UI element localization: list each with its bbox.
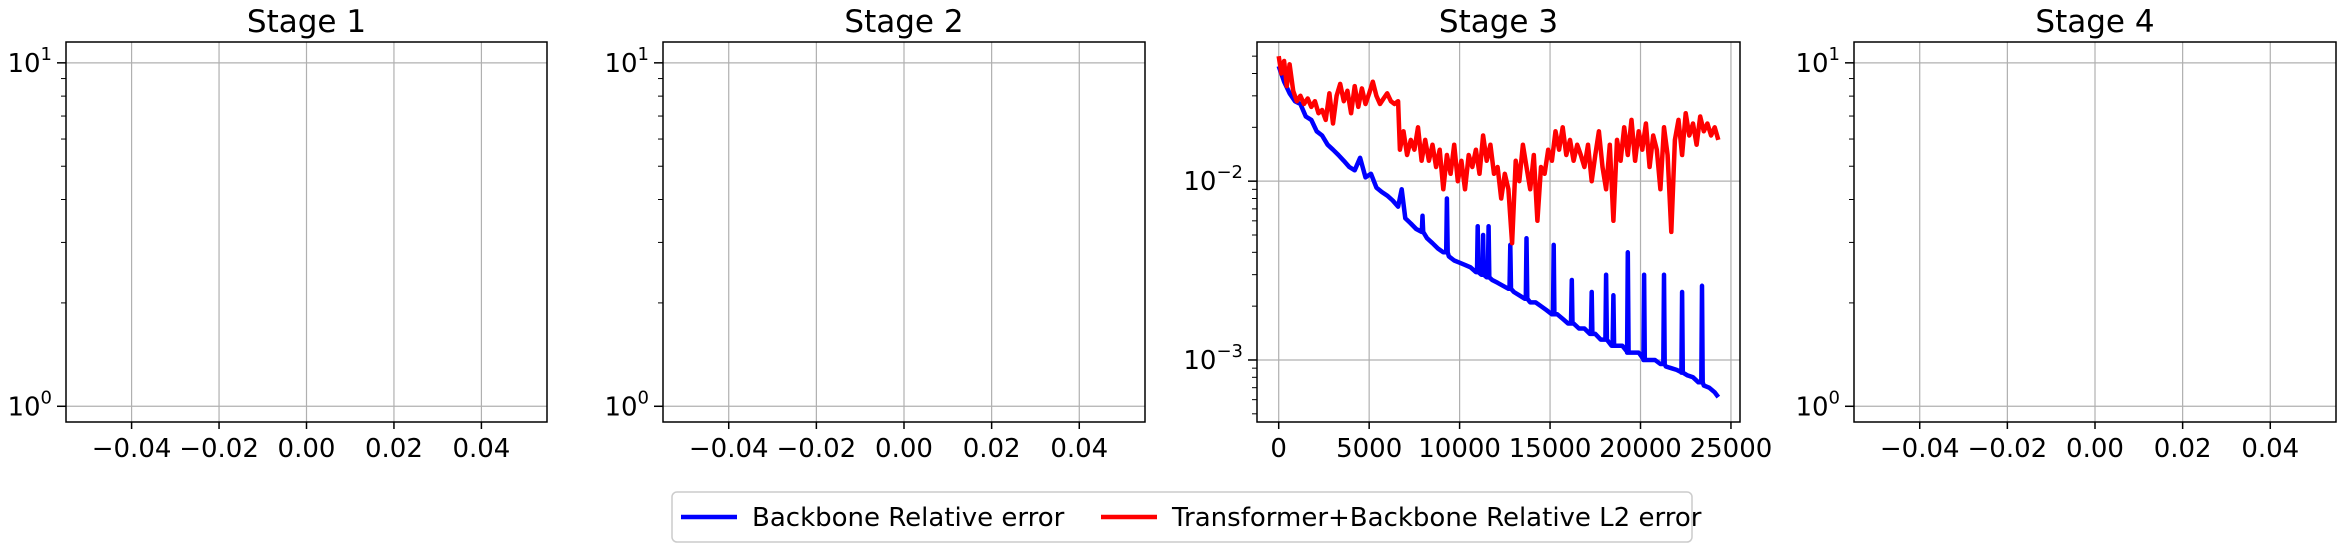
legend-box — [671, 491, 1693, 543]
chart-panel-4: −0.04 −0.02 0.00 0.02 0.04 100 101 Stage 4 — [1795, 4, 2337, 464]
x-tick-label: 0.00 — [278, 434, 336, 464]
x-tick-label: −0.02 — [1968, 434, 2048, 464]
legend-label: Backbone Relative error — [752, 503, 1065, 533]
series-line-backbone — [1276, 65, 1721, 399]
legend: Backbone Relative error Transformer+Backb… — [671, 491, 1702, 543]
x-tick-label: 0.02 — [963, 434, 1021, 464]
chart-title: Stage 1 — [247, 4, 366, 40]
chart-title: Stage 4 — [2035, 4, 2154, 40]
x-tick-label: −0.04 — [689, 434, 769, 464]
y-tick-label: 100 — [604, 387, 649, 422]
chart-title: Stage 2 — [844, 4, 963, 40]
x-tick-label: −0.04 — [1880, 434, 1960, 464]
x-tick-label: 0.04 — [452, 434, 510, 464]
x-tick-label: 25000 — [1690, 434, 1773, 464]
x-tick-label: 5000 — [1336, 434, 1402, 464]
y-tick-label: 101 — [1795, 44, 1840, 79]
x-tick-label: 0.02 — [2154, 434, 2212, 464]
x-tick-label: 0.04 — [2241, 434, 2299, 464]
x-tick-label: −0.02 — [179, 434, 259, 464]
y-tick-label: 101 — [604, 44, 649, 79]
x-tick-label: 0 — [1270, 434, 1287, 464]
y-tick-label: 10−3 — [1183, 341, 1243, 376]
chart-title: Stage 3 — [1439, 4, 1558, 40]
x-tick-label: 0.02 — [365, 434, 423, 464]
legend-label: Transformer+Backbone Relative L2 error — [1171, 503, 1702, 533]
chart-panel-1: −0.04 −0.02 0.00 0.02 0.04 100 101 Stage 1 — [7, 4, 548, 464]
x-tick-label: −0.04 — [92, 434, 172, 464]
y-tick-label: 100 — [1795, 387, 1840, 422]
series-line-transformer-backbone — [1276, 55, 1721, 246]
y-tick-label: 10−2 — [1183, 162, 1243, 197]
y-tick-label: 101 — [7, 44, 52, 79]
chart-panel-3: 0 5000 10000 15000 20000 25000 10−3 10−2 Stage 3 — [1183, 4, 1772, 464]
x-tick-label: 0.00 — [875, 434, 933, 464]
x-tick-label: 15000 — [1509, 434, 1592, 464]
x-tick-label: 0.04 — [1050, 434, 1108, 464]
plot-frame — [1256, 41, 1741, 423]
y-tick-label: 100 — [7, 387, 52, 422]
x-tick-label: 10000 — [1418, 434, 1501, 464]
x-tick-label: 20000 — [1599, 434, 1682, 464]
x-tick-label: −0.02 — [777, 434, 857, 464]
x-tick-label: 0.00 — [2066, 434, 2124, 464]
chart-panel-2: −0.04 −0.02 0.00 0.02 0.04 100 101 Stage 2 — [604, 4, 1146, 464]
